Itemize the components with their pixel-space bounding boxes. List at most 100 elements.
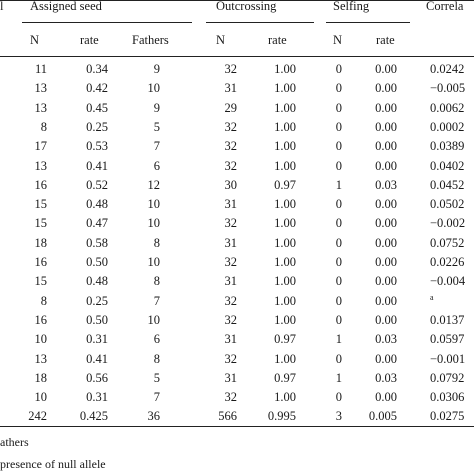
cell-rate: 0.56 xyxy=(86,370,108,385)
cell-out-rate: 1.00 xyxy=(274,62,296,76)
subheader-n1: N xyxy=(30,33,40,47)
cell-out-n: 566 xyxy=(218,409,237,424)
cell-rate: 0.58 xyxy=(86,235,108,250)
cell-fathers: 7 xyxy=(153,390,160,405)
cell-corr: −0.004 xyxy=(430,274,466,289)
cell-n: 15 xyxy=(34,197,48,212)
header-outcrossing: Outcrossing xyxy=(216,0,277,13)
header-assigned-seed: Assigned seed xyxy=(30,0,102,13)
cell-out-n: 30 xyxy=(224,177,238,192)
cell-out-n: 32 xyxy=(224,158,238,173)
cell-corr: 0.0752 xyxy=(430,235,465,250)
cell-self-n: 0 xyxy=(335,81,342,96)
cell-corr: 0.0226 xyxy=(430,255,465,269)
cell-out-rate: 1.00 xyxy=(274,81,296,96)
cell-rate: 0.50 xyxy=(86,312,108,327)
top-rule xyxy=(0,0,474,1)
cell-out-n: 32 xyxy=(224,119,238,134)
cell-rate: 0.425 xyxy=(79,409,108,424)
cell-corr: −0.002 xyxy=(430,216,466,231)
cell-corr: 0.0389 xyxy=(430,139,465,154)
cell-out-rate: 1.00 xyxy=(274,119,296,134)
cell-self-n: 0 xyxy=(335,139,342,154)
cell-fathers: 9 xyxy=(153,62,160,76)
cell-out-rate: 1.00 xyxy=(274,293,296,308)
cell-self-n: 0 xyxy=(335,274,342,289)
cell-rate: 0.52 xyxy=(86,177,108,192)
cell-self-rate: 0.00 xyxy=(375,255,397,269)
cell-out-n: 31 xyxy=(224,370,238,385)
subheader-rate3: rate xyxy=(376,33,395,47)
cell-out-rate: 0.97 xyxy=(274,332,296,347)
cell-out-rate: 1.00 xyxy=(274,312,296,327)
subheader-rate2: rate xyxy=(268,33,287,47)
cell-self-n: 1 xyxy=(335,332,342,347)
subheader-n3: N xyxy=(333,33,343,47)
cell-n: 13 xyxy=(34,100,48,115)
cell-n: 16 xyxy=(34,312,48,327)
cell-rate: 0.31 xyxy=(86,390,108,405)
cell-fathers: 8 xyxy=(153,235,160,250)
cell-corr: 0.0275 xyxy=(430,409,465,424)
cell-corr: 0.0306 xyxy=(430,390,465,405)
cell-out-n: 32 xyxy=(224,312,238,327)
cell-n: 17 xyxy=(34,139,48,154)
cell-rate: 0.34 xyxy=(86,62,108,76)
cell-fathers: 10 xyxy=(147,312,161,327)
cell-self-n: 1 xyxy=(335,370,342,385)
footnote-fathers: athers xyxy=(0,435,29,449)
cell-self-rate: 0.00 xyxy=(375,390,397,405)
cell-rate: 0.50 xyxy=(86,255,108,269)
cell-fathers: 5 xyxy=(153,119,160,134)
cell-corr: −0.001 xyxy=(430,351,466,366)
cell-self-n: 0 xyxy=(335,293,342,308)
cell-corr: −0.005 xyxy=(430,81,466,96)
cell-n: 16 xyxy=(34,255,48,269)
cell-rate: 0.42 xyxy=(86,81,108,96)
subheader-n2: N xyxy=(216,33,226,47)
cell-rate: 0.48 xyxy=(86,274,108,289)
cell-fathers: 10 xyxy=(147,81,161,96)
cell-n: 13 xyxy=(34,81,48,96)
cell-n: 10 xyxy=(34,390,48,405)
cell-out-rate: 0.97 xyxy=(274,177,296,192)
header-col-partial: l xyxy=(0,0,4,13)
cell-n: 10 xyxy=(34,332,48,347)
group-rule-assigned xyxy=(22,22,192,23)
cell-out-n: 32 xyxy=(224,62,238,76)
subheader-rate1: rate xyxy=(80,33,99,47)
cell-self-n: 0 xyxy=(335,390,342,405)
cell-self-n: 0 xyxy=(335,158,342,173)
cell-n: 242 xyxy=(28,409,47,424)
cell-self-n: 0 xyxy=(335,197,342,212)
cell-self-rate: 0.00 xyxy=(375,312,397,327)
cell-n: 16 xyxy=(34,177,48,192)
cell-self-n: 0 xyxy=(335,62,342,76)
cell-corr: 0.0242 xyxy=(430,62,465,76)
cell-self-rate: 0.00 xyxy=(375,100,397,115)
cell-self-rate: 0.03 xyxy=(375,370,397,385)
cell-n: 18 xyxy=(34,235,48,250)
cell-out-rate: 1.00 xyxy=(274,255,296,269)
cell-fathers: 10 xyxy=(147,216,161,231)
cell-n: 15 xyxy=(34,274,48,289)
cell-out-n: 29 xyxy=(224,100,238,115)
cell-self-n: 1 xyxy=(335,177,342,192)
cell-self-rate: 0.00 xyxy=(375,274,397,289)
footnote-null-allele: presence of null allele xyxy=(0,457,106,471)
cell-self-n: 0 xyxy=(335,216,342,231)
cell-corr: 0.0002 xyxy=(430,119,465,134)
cell-fathers: 12 xyxy=(147,177,161,192)
cell-self-rate: 0.005 xyxy=(368,409,397,424)
cell-out-n: 32 xyxy=(224,139,238,154)
cell-fathers: 9 xyxy=(153,100,160,115)
cell-out-rate: 1.00 xyxy=(274,197,296,212)
cell-out-rate: 1.00 xyxy=(274,274,296,289)
cell-self-n: 0 xyxy=(335,351,342,366)
cell-fathers: 5 xyxy=(153,370,160,385)
cell-fathers: 8 xyxy=(153,274,160,289)
cell-corr: 0.0137 xyxy=(430,312,465,327)
cell-out-rate: 0.97 xyxy=(274,370,296,385)
cell-corr: 0.0792 xyxy=(430,370,465,385)
cell-corr: 0.0402 xyxy=(430,158,465,173)
